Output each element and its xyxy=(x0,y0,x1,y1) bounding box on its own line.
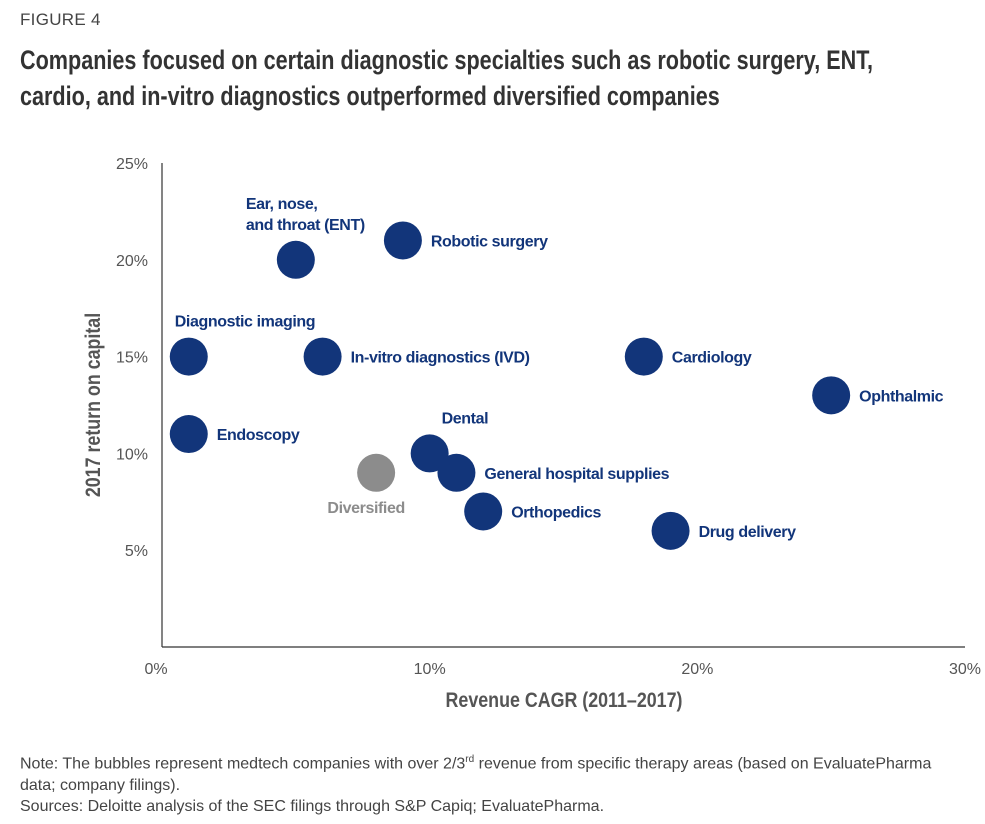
bubble-ophthalmic xyxy=(812,376,851,415)
y-tick-label: 5% xyxy=(125,543,148,560)
chart-note: Note: The bubbles represent medtech comp… xyxy=(20,749,970,797)
bubble-label: Robotic surgery xyxy=(431,233,548,250)
bubble-in-vitro-diagnostics-ivd- xyxy=(303,337,342,376)
bubble-label: and throat (ENT) xyxy=(246,217,365,234)
bubble-label: Orthopedics xyxy=(511,504,601,521)
bubble-general-hospital-supplies xyxy=(437,453,476,492)
x-axis-label: Revenue CAGR (2011–2017) xyxy=(446,689,683,713)
bubble-dental xyxy=(410,434,449,473)
x-tick-label: 0% xyxy=(144,661,167,678)
bubble-label: In-vitro diagnostics (IVD) xyxy=(351,350,530,367)
scatter-chart: 0% 10% 20% 30% 5% 10% 15% 20% 25% Revenue CAGR (2… xyxy=(82,156,981,713)
bubble-label: General hospital supplies xyxy=(484,466,669,483)
bubble-label: Drug delivery xyxy=(699,524,797,541)
y-tick-label: 10% xyxy=(116,446,148,463)
bubble-label: Endoscopy xyxy=(217,427,300,444)
bubble-label: Ophthalmic xyxy=(859,388,944,405)
bubble-label: Diagnostic imaging xyxy=(175,314,315,331)
y-tick-label: 15% xyxy=(116,350,148,367)
y-tick-label: 20% xyxy=(116,253,148,270)
bubble-cardiology xyxy=(624,337,663,376)
bubble-label: Diversified xyxy=(327,500,404,517)
bubble-robotic-surgery xyxy=(383,221,422,260)
bubble-orthopedics xyxy=(464,492,503,531)
x-tick-label: 30% xyxy=(949,661,981,678)
bubble-label: Ear, nose, xyxy=(246,196,318,213)
bubble-ear-nose-and-throat-ent- xyxy=(276,240,315,279)
bubble-diagnostic-imaging xyxy=(169,337,208,376)
note-text-end: revenue from specific therapy areas (bas… xyxy=(20,755,932,795)
bubble-diversified xyxy=(357,453,396,492)
figure-label: FIGURE 4 xyxy=(20,10,101,29)
chart-sources: Sources: Deloitte analysis of the SEC fi… xyxy=(20,798,605,815)
x-tick-label: 20% xyxy=(681,661,713,678)
y-axis-label: 2017 return on capital xyxy=(82,313,106,497)
note-text: Note: The bubbles represent medtech comp… xyxy=(20,755,466,773)
bubble-label: Dental xyxy=(442,410,489,427)
note-superscript: rd xyxy=(465,754,475,765)
chart-title: Companies focused on certain diagnostic … xyxy=(20,45,874,111)
bubble-drug-delivery xyxy=(651,511,690,550)
y-tick-label: 25% xyxy=(116,156,148,173)
bubble-endoscopy xyxy=(169,415,208,454)
bubble-label: Cardiology xyxy=(672,350,752,367)
x-tick-label: 10% xyxy=(414,661,446,678)
